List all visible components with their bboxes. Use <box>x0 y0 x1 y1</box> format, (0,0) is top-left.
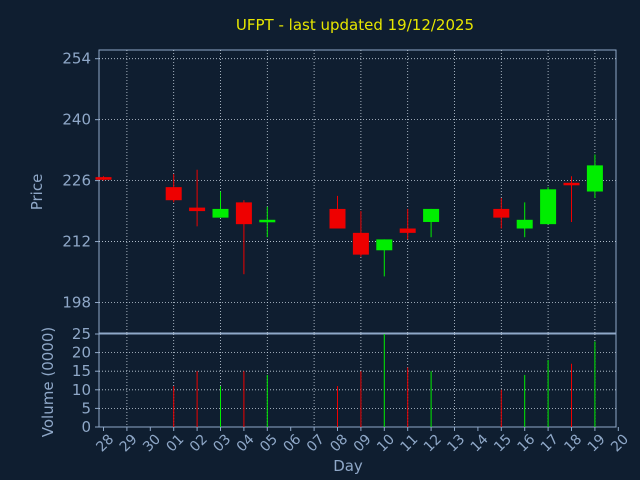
candle-body <box>563 182 580 186</box>
x-tick-label: 02 <box>187 431 211 455</box>
volume-tick-label: 0 <box>81 418 91 436</box>
x-tick-label: 05 <box>257 431 281 455</box>
candle-body <box>95 177 112 180</box>
price-tick-label: 212 <box>62 233 91 251</box>
x-tick-label: 11 <box>398 431 422 455</box>
candle-body <box>165 187 182 201</box>
x-tick-label: 18 <box>561 431 585 455</box>
price-tick-label: 226 <box>62 172 91 190</box>
volume-tick-label: 5 <box>81 399 91 417</box>
x-tick-label: 17 <box>538 431 562 455</box>
volume-grid <box>99 334 616 427</box>
price-y-ticks: 198 212 226 240 254 <box>62 50 99 312</box>
x-tick-label: 15 <box>491 431 515 455</box>
candle-body <box>516 219 533 229</box>
x-axis-ticks: 28 29 30 01 02 03 04 05 06 07 08 09 10 11 12 13 14 15 16 17… <box>93 427 632 455</box>
volume-axis-label: Volume (0000) <box>39 327 57 437</box>
candle-body <box>259 219 276 223</box>
volume-tick-label: 10 <box>72 381 91 399</box>
volume-tick-label: 25 <box>72 325 91 343</box>
x-tick-label: 28 <box>93 431 117 455</box>
volume-tick-label: 20 <box>72 344 91 362</box>
price-axis-label: Price <box>28 174 46 211</box>
x-tick-label: 19 <box>585 431 609 455</box>
candle-body <box>352 232 369 255</box>
x-tick-label: 14 <box>468 431 492 455</box>
candle-body <box>586 165 603 192</box>
x-tick-label: 01 <box>164 431 188 455</box>
price-panel: 198 212 226 240 254 Price <box>28 49 617 334</box>
candle-body <box>189 207 206 212</box>
candles <box>95 154 603 277</box>
candle-body <box>423 208 440 222</box>
x-tick-label: 13 <box>444 431 468 455</box>
x-tick-label: 06 <box>281 431 305 455</box>
candle-body <box>376 239 393 251</box>
candle-body <box>493 208 510 218</box>
x-tick-label: 29 <box>117 431 141 455</box>
x-axis-label: Day <box>333 457 363 475</box>
x-tick-label: 07 <box>304 431 328 455</box>
x-tick-label: 09 <box>351 431 375 455</box>
candle-body <box>235 202 252 225</box>
x-tick-label: 12 <box>421 431 445 455</box>
candle-body <box>399 228 416 233</box>
candle-body <box>212 208 229 218</box>
price-plot-area <box>98 49 617 334</box>
x-tick-label: 30 <box>140 431 164 455</box>
price-tick-label: 198 <box>62 294 91 312</box>
candle-body <box>329 208 346 229</box>
candle-body <box>540 189 557 225</box>
price-tick-label: 240 <box>62 111 91 129</box>
price-tick-label: 254 <box>62 50 91 68</box>
volume-plot-area <box>98 333 617 428</box>
volume-bars <box>173 334 596 427</box>
x-tick-label: 08 <box>327 431 351 455</box>
x-tick-label: 03 <box>210 431 234 455</box>
x-tick-label: 16 <box>515 431 539 455</box>
x-tick-label: 04 <box>234 431 258 455</box>
x-tick-label: 20 <box>608 431 632 455</box>
volume-tick-label: 15 <box>72 362 91 380</box>
chart-title: UFPT - last updated 19/12/2025 <box>236 16 474 34</box>
x-tick-label: 10 <box>374 431 398 455</box>
